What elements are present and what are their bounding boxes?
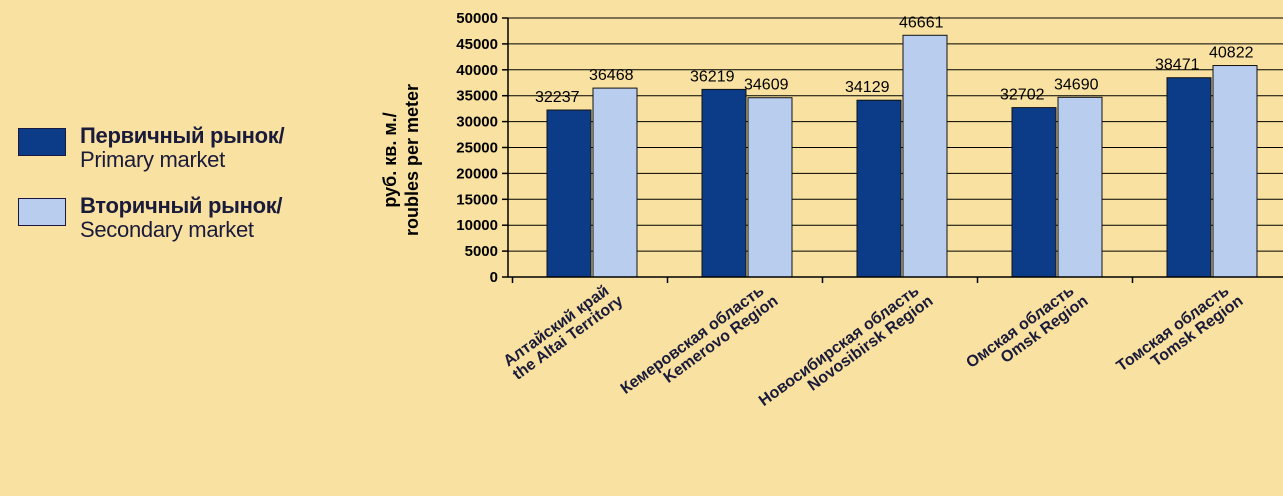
legend-label-primary: Первичный рынок/ Primary market bbox=[80, 123, 285, 172]
legend-swatch-secondary bbox=[18, 198, 66, 226]
legend-label-secondary-ru: Вторичный рынок/ bbox=[80, 193, 283, 218]
value-label: 38471 bbox=[1155, 57, 1200, 74]
bar-secondary bbox=[747, 97, 793, 278]
value-label: 34690 bbox=[1054, 76, 1099, 93]
value-label: 40822 bbox=[1209, 45, 1254, 62]
legend-label-primary-en: Primary market bbox=[80, 147, 225, 172]
value-label: 34129 bbox=[845, 79, 890, 96]
value-label: 36468 bbox=[589, 67, 634, 84]
y-tick-label: 5000 bbox=[465, 243, 498, 260]
y-tick-label: 40000 bbox=[456, 62, 498, 79]
bar-primary bbox=[701, 88, 747, 278]
value-label: 32237 bbox=[535, 89, 580, 106]
y-tick-label: 45000 bbox=[456, 36, 498, 53]
bar-secondary bbox=[1057, 96, 1103, 278]
value-label: 36219 bbox=[690, 68, 735, 85]
value-label: 46661 bbox=[899, 14, 944, 31]
bar-secondary bbox=[902, 34, 948, 278]
legend-label-secondary: Вторичный рынок/ Secondary market bbox=[80, 193, 283, 242]
value-label: 34609 bbox=[744, 77, 789, 94]
y-axis-label-en: roubles per meter bbox=[402, 84, 422, 236]
x-tick-label-ru: Новосибирская область bbox=[756, 282, 922, 409]
value-labels: 32237 36468 36219 34609 34129 46661 32702 34690… bbox=[535, 14, 1254, 106]
bar-primary bbox=[546, 109, 592, 278]
bar-secondary bbox=[1212, 65, 1258, 278]
y-tick-label: 35000 bbox=[456, 88, 498, 105]
y-axis-label: руб. кв. м./ roubles per meter bbox=[380, 84, 422, 236]
y-tick-label: 10000 bbox=[456, 217, 498, 234]
bar-primary bbox=[1166, 77, 1212, 278]
x-tick-label-ru: Кемеровская область bbox=[618, 282, 768, 397]
y-tick-label: 15000 bbox=[456, 191, 498, 208]
y-tick-label: 50000 bbox=[456, 10, 498, 27]
bars bbox=[546, 34, 1258, 278]
bar-primary bbox=[1011, 107, 1057, 278]
bar-secondary bbox=[592, 87, 638, 278]
x-tick-label-en: Novosibirsk Region bbox=[805, 292, 937, 394]
y-axis-label-ru: руб. кв. м./ bbox=[380, 112, 400, 207]
value-label: 32702 bbox=[1000, 87, 1045, 104]
y-tick-label: 0 bbox=[490, 269, 498, 286]
legend-label-secondary-en: Secondary market bbox=[80, 217, 254, 242]
legend-label-primary-ru: Первичный рынок/ bbox=[80, 123, 285, 148]
legend-swatch-primary bbox=[18, 128, 66, 156]
y-axis: 0 5000 10000 15000 20000 25000 30000 35000 40000… bbox=[456, 10, 509, 286]
y-tick-label: 25000 bbox=[456, 140, 498, 157]
y-tick-label: 30000 bbox=[456, 114, 498, 131]
bar-primary bbox=[856, 99, 902, 278]
y-tick-label: 20000 bbox=[456, 165, 498, 182]
